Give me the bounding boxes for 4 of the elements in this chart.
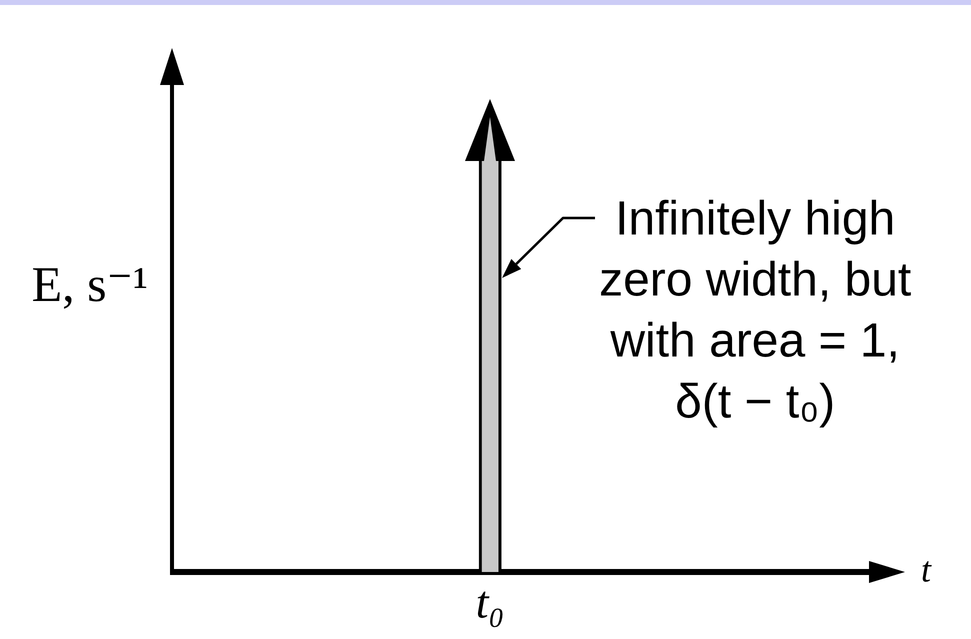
annotation: Infinitely high zero width, but with area = 1, δ(t − t₀) bbox=[599, 192, 912, 428]
x-tick-label: t₀ bbox=[476, 576, 505, 628]
text: t bbox=[921, 549, 932, 590]
y-axis-title: E, s⁻¹ bbox=[32, 256, 148, 312]
